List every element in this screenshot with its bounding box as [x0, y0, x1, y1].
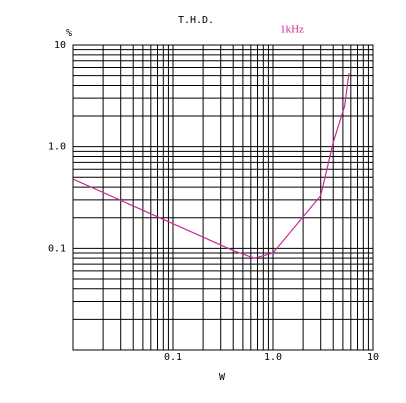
chart-title: T.H.D. [178, 15, 214, 26]
x-axis-label: W [219, 372, 226, 383]
y-tick-label: 1.0 [48, 142, 66, 153]
line-series [72, 72, 350, 259]
x-tick-label: 0.1 [164, 352, 182, 363]
x-tick-label: 10 [367, 352, 379, 363]
y-axis-label: % [66, 28, 72, 39]
y-tick-label: 10 [54, 40, 66, 51]
plot-border [72, 44, 374, 351]
y-tick-label: 0.1 [48, 243, 66, 254]
x-tick-label: 1.0 [264, 352, 282, 363]
annotation: 1kHz [280, 24, 304, 36]
